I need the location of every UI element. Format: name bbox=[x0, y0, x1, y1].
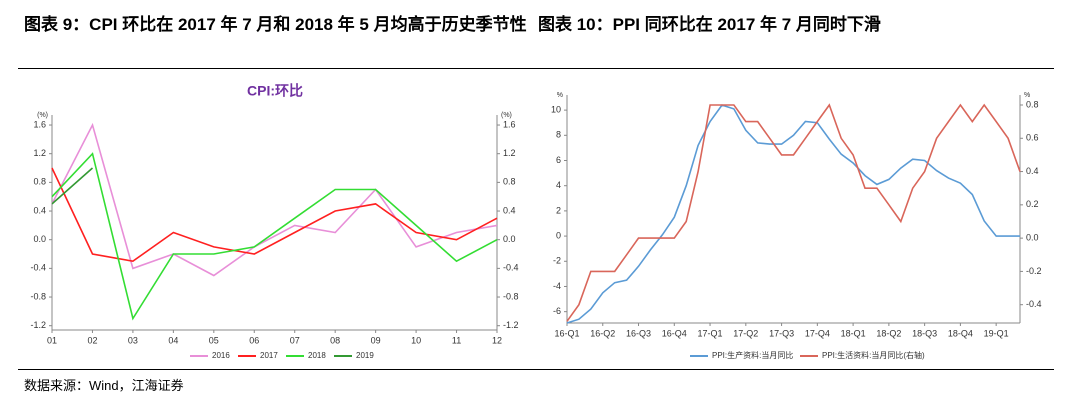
y2-tick-label: 0.0 bbox=[1026, 232, 1039, 242]
y-tick-label: 10 bbox=[551, 104, 561, 114]
x-tick-label: 16-Q2 bbox=[590, 328, 615, 338]
source-note: 数据来源：Wind，江海证券 bbox=[24, 378, 184, 393]
x-tick-label: 16-Q4 bbox=[662, 328, 687, 338]
legend-label: 2016 bbox=[212, 351, 230, 360]
y-tick-label: -4 bbox=[553, 281, 561, 291]
y-tick-label: 0.0 bbox=[33, 234, 46, 244]
figure-title: 图表 9：CPI 环比在 2017 年 7 月和 2018 年 5 月均高于历史… bbox=[24, 15, 527, 34]
rule bbox=[18, 369, 1054, 370]
x-tick-label: 03 bbox=[128, 335, 138, 345]
y-tick-label: 1.2 bbox=[33, 148, 46, 158]
x-tick-label: 11 bbox=[452, 335, 461, 345]
x-tick-label: 08 bbox=[330, 335, 340, 345]
y2-unit: % bbox=[1024, 92, 1030, 99]
y-tick-label: 4 bbox=[556, 180, 561, 190]
y2-tick-label: 0.0 bbox=[503, 234, 516, 244]
y-unit: % bbox=[557, 92, 563, 99]
rule bbox=[18, 68, 1054, 69]
x-tick-label: 01 bbox=[47, 335, 57, 345]
y2-tick-label: 0.4 bbox=[503, 205, 516, 215]
x-tick-label: 18-Q2 bbox=[876, 328, 901, 338]
figure-title: 图表 10：PPI 同环比在 2017 年 7 月同时下滑 bbox=[538, 15, 881, 34]
y2-unit: (%) bbox=[501, 112, 512, 119]
y2-tick-label: 0.2 bbox=[1026, 199, 1039, 209]
y2-tick-label: -0.2 bbox=[1026, 266, 1042, 276]
legend-label: 2019 bbox=[356, 351, 374, 360]
y-tick-label: -0.8 bbox=[30, 291, 46, 301]
x-tick-label: 17-Q2 bbox=[733, 328, 758, 338]
x-tick-label: 17-Q1 bbox=[698, 328, 723, 338]
x-tick-label: 19-Q1 bbox=[984, 328, 1009, 338]
y-tick-label: -6 bbox=[553, 306, 561, 316]
chart-title: CPI:环比 bbox=[247, 83, 303, 99]
series-line bbox=[51, 167, 94, 205]
y2-tick-label: -0.4 bbox=[503, 263, 519, 273]
y2-tick-label: -0.4 bbox=[1026, 299, 1042, 309]
x-tick-label: 04 bbox=[168, 335, 178, 345]
y2-tick-label: -1.2 bbox=[503, 320, 519, 330]
x-tick-label: 17-Q4 bbox=[805, 328, 830, 338]
legend-label: 2018 bbox=[308, 351, 326, 360]
x-tick-label: 17-Q3 bbox=[769, 328, 794, 338]
y-tick-label: 8 bbox=[556, 130, 561, 140]
y-tick-label: 2 bbox=[556, 205, 561, 215]
y-tick-label: 0.8 bbox=[33, 177, 46, 187]
x-tick-label: 02 bbox=[87, 335, 97, 345]
x-tick-label: 05 bbox=[209, 335, 219, 345]
y-tick-label: 6 bbox=[556, 155, 561, 165]
y-tick-label: 0.4 bbox=[33, 205, 46, 215]
series-line bbox=[51, 167, 498, 263]
legend-label: 2017 bbox=[260, 351, 278, 360]
series-line bbox=[51, 122, 498, 277]
y2-tick-label: -0.8 bbox=[503, 291, 519, 301]
y2-tick-label: 0.8 bbox=[503, 177, 516, 187]
y2-tick-label: 0.8 bbox=[1026, 99, 1039, 109]
y-unit: (%) bbox=[37, 112, 48, 119]
x-tick-label: 18-Q4 bbox=[948, 328, 973, 338]
y-tick-label: -2 bbox=[553, 256, 561, 266]
y2-tick-label: 0.4 bbox=[1026, 166, 1039, 176]
y-tick-label: -1.2 bbox=[30, 320, 46, 330]
y-tick-label: 0 bbox=[556, 230, 561, 240]
y2-tick-label: 1.2 bbox=[503, 148, 516, 158]
y2-tick-label: 0.6 bbox=[1026, 133, 1039, 143]
x-tick-label: 16-Q3 bbox=[626, 328, 651, 338]
y-tick-label: 1.6 bbox=[33, 119, 46, 129]
series-line bbox=[566, 104, 1020, 324]
y-tick-label: -0.4 bbox=[30, 263, 46, 273]
x-tick-label: 18-Q3 bbox=[912, 328, 937, 338]
x-tick-label: 06 bbox=[249, 335, 259, 345]
series-line bbox=[566, 103, 1021, 322]
x-tick-label: 18-Q1 bbox=[841, 328, 866, 338]
y2-tick-label: 1.6 bbox=[503, 119, 516, 129]
series-line bbox=[51, 152, 498, 321]
legend-label: PPI:生活资料:当月同比(右轴) bbox=[822, 350, 925, 360]
x-tick-label: 07 bbox=[290, 335, 300, 345]
x-tick-label: 16-Q1 bbox=[554, 328, 579, 338]
x-tick-label: 10 bbox=[411, 335, 421, 345]
x-tick-label: 12 bbox=[492, 335, 502, 345]
legend-label: PPI:生产资料:当月同比 bbox=[712, 350, 793, 360]
x-tick-label: 09 bbox=[371, 335, 381, 345]
